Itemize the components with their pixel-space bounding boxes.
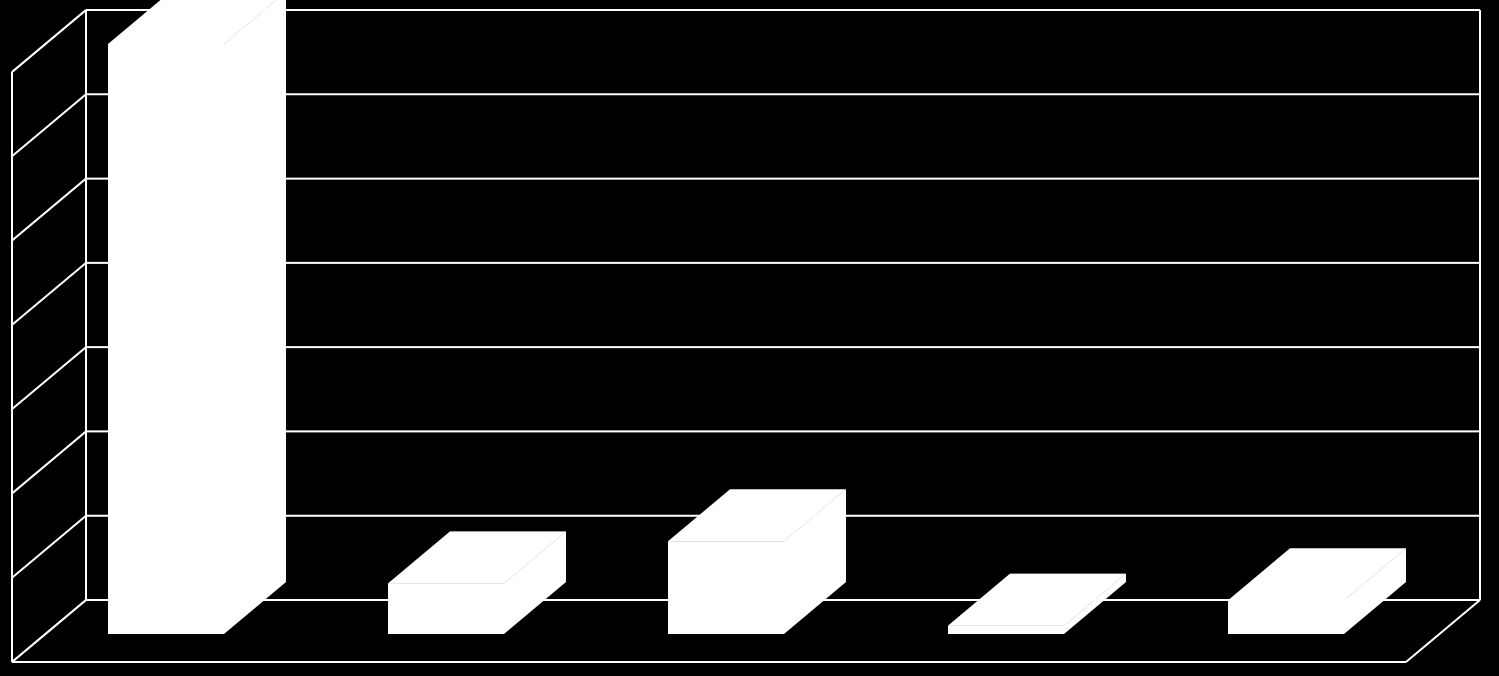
bar-chart-3d bbox=[0, 0, 1499, 676]
